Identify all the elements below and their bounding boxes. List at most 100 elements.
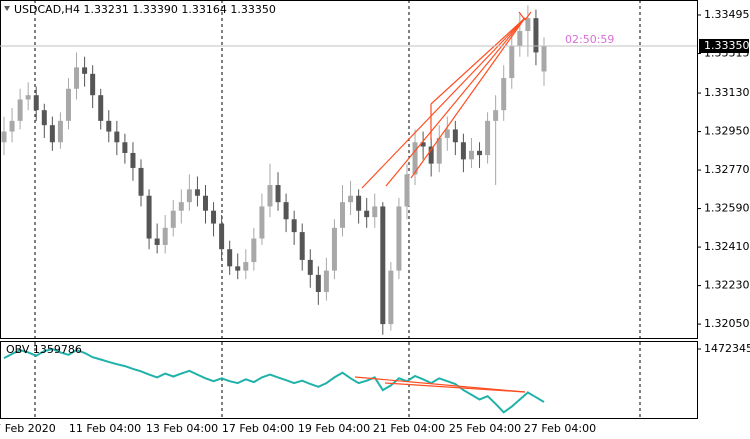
candle-body (436, 137, 442, 164)
candle-body (509, 45, 515, 79)
candle-body (122, 142, 128, 153)
candle-body (533, 18, 539, 53)
main-frame (0, 0, 698, 339)
y-tick-label: 1.32590 (704, 202, 750, 215)
candle-body (412, 142, 418, 175)
candle-body (154, 238, 160, 245)
candle-body (428, 146, 434, 164)
candle-body (25, 95, 31, 100)
candle-body (170, 210, 176, 228)
x-tick-label: 27 Feb 04:00 (524, 422, 596, 435)
x-tick-label: 11 Feb 04:00 (69, 422, 141, 435)
arrow (518, 11, 526, 21)
candle-body (541, 45, 547, 72)
y-tick-label: 1.33495 (704, 8, 750, 21)
x-tick-label: 25 Feb 04:00 (449, 422, 521, 435)
candle-body (404, 174, 410, 207)
candle-body (235, 266, 241, 271)
candle-body (460, 142, 466, 160)
menu-icon[interactable] (4, 6, 10, 11)
candle-body (485, 120, 491, 156)
candle-body (138, 167, 144, 196)
candle-body (525, 18, 531, 32)
candle-body (356, 195, 362, 211)
trend-line (361, 17, 526, 189)
candle-body (178, 202, 184, 211)
candle-body (493, 110, 499, 121)
candle-body (49, 125, 55, 143)
trend-line (354, 376, 526, 393)
candle-body (380, 206, 386, 325)
candle-body (396, 206, 402, 271)
candle-body (323, 270, 329, 293)
candle-body (202, 195, 208, 211)
candle-body (98, 95, 104, 121)
separators (34, 0, 641, 419)
timer: 02:50:59 (565, 33, 614, 46)
candle-body (315, 274, 321, 293)
candle-body (267, 185, 273, 207)
trend-line (430, 17, 526, 105)
candle-body (186, 189, 192, 203)
trend-line (410, 17, 526, 179)
candle-body (477, 150, 483, 156)
candle-body (251, 238, 257, 263)
candle-body (299, 232, 305, 260)
candle-body (130, 152, 136, 168)
candle-body (41, 110, 47, 126)
candle-body (211, 210, 217, 224)
x-tick-label: 17 Feb 04:00 (222, 422, 294, 435)
y-tick-label: 1.32050 (704, 317, 750, 330)
current-price-box (699, 38, 749, 53)
y-tick-label: 1.32410 (704, 240, 750, 253)
y-tick-label: 1.32230 (704, 279, 750, 292)
y-tick-label: 1.32770 (704, 163, 750, 176)
candle-body (33, 95, 39, 111)
candle-body (57, 120, 63, 143)
plot (1, 5, 547, 414)
y-tick-label: 1472345 (704, 342, 750, 355)
candle-body (106, 120, 112, 132)
candle-body (348, 195, 354, 203)
x-tick-label: 13 Feb 04:00 (146, 422, 218, 435)
candle-body (17, 99, 23, 121)
y-tick-label: 1.33130 (704, 86, 750, 99)
candle-body (227, 249, 233, 267)
candle-body (372, 206, 378, 218)
obv-line (3, 347, 545, 414)
candle-body (1, 131, 7, 143)
candle-body (340, 202, 346, 228)
candle-body (517, 31, 523, 46)
candle-body (74, 67, 80, 89)
candle-body (65, 88, 71, 121)
candle-body (194, 189, 200, 196)
candle-body (243, 262, 249, 271)
candle-body (146, 195, 152, 239)
candle-body (468, 150, 474, 160)
candle-body (501, 78, 507, 111)
candle-body (219, 223, 225, 250)
candle-body (114, 131, 120, 143)
x-tick-label: 7 Feb 2020 (0, 422, 56, 435)
candle-body (444, 129, 450, 138)
x-tick-label: 19 Feb 04:00 (298, 422, 370, 435)
candle-body (307, 259, 313, 275)
candle-body (420, 142, 426, 147)
current-price-label: 1.33350 (704, 39, 750, 52)
candle-body (259, 206, 265, 239)
candle-body (291, 219, 297, 233)
x-tick-label: 21 Feb 04:00 (373, 422, 445, 435)
trend-line (384, 382, 526, 393)
candle-body (162, 227, 168, 245)
arrow (524, 11, 532, 21)
candle-body (9, 120, 15, 132)
candle-body (90, 73, 96, 96)
y-tick-label: 1.32950 (704, 125, 750, 138)
candle-body (364, 210, 370, 218)
candle-body (283, 202, 289, 220)
candle-body (388, 270, 394, 325)
obv-title: OBV 1359786 (6, 343, 82, 356)
candle-body (275, 185, 281, 203)
candle-body (452, 129, 458, 143)
